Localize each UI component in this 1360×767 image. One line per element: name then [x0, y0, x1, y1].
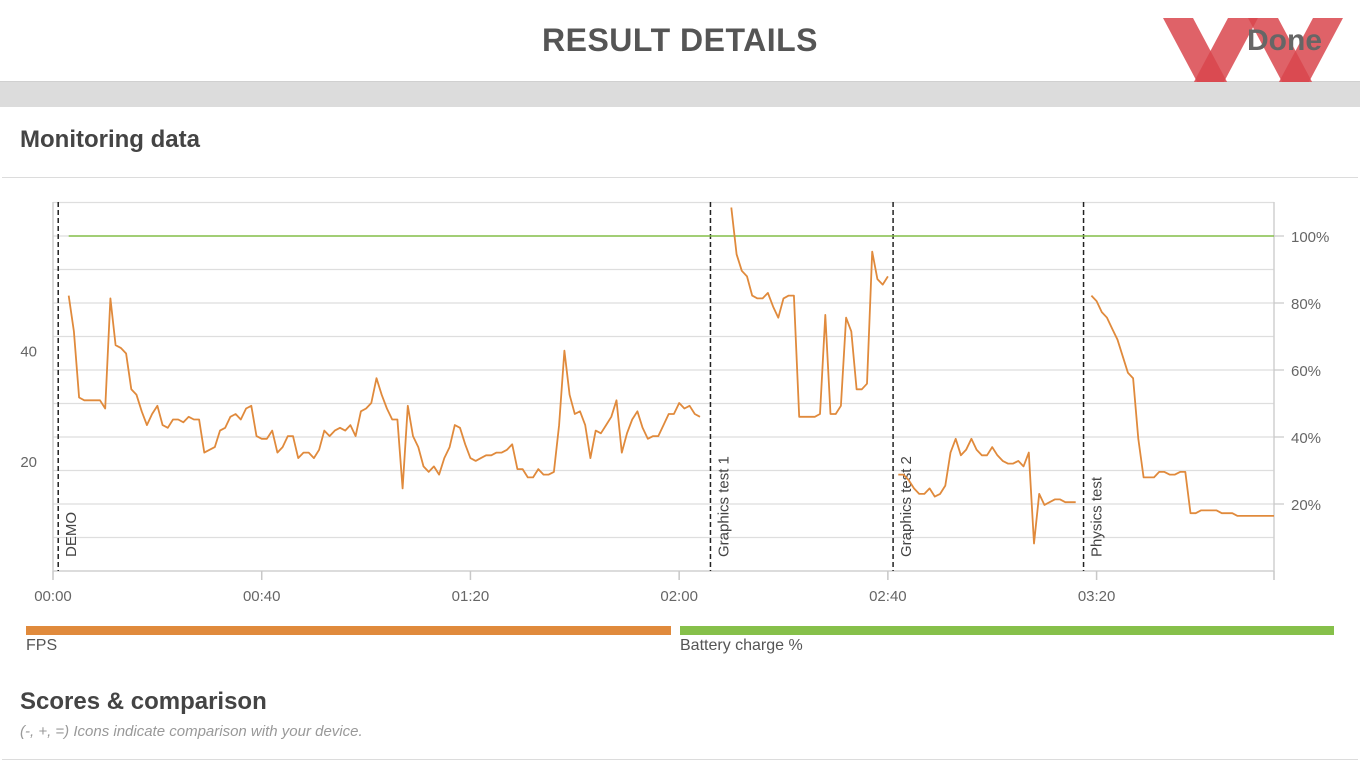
test-marker-label: Physics test [1089, 476, 1106, 557]
y-right-tick-label: 80% [1291, 296, 1321, 313]
x-tick-label: 03:20 [1078, 588, 1116, 605]
y-right-tick-label: 100% [1291, 229, 1329, 246]
x-tick-label: 01:20 [452, 588, 490, 605]
fps-series-line [1090, 294, 1274, 517]
y-right-tick-label: 60% [1291, 363, 1321, 380]
section-divider [2, 759, 1358, 760]
battery-legend-label: Battery charge % [680, 637, 803, 654]
x-tick-label: 00:40 [243, 588, 281, 605]
fps-legend-bar [26, 626, 671, 635]
fps-series-line [898, 437, 1076, 545]
monitoring-section-title: Monitoring data [20, 126, 200, 153]
fps-series-line [67, 295, 701, 490]
test-marker-label: Graphics test 1 [715, 456, 732, 557]
y-right-tick-label: 20% [1291, 497, 1321, 514]
scores-section-title: Scores & comparison [20, 688, 267, 715]
x-tick-label: 02:40 [869, 588, 907, 605]
test-marker-label: DEMO [63, 512, 80, 557]
x-tick-label: 02:00 [660, 588, 698, 605]
battery-legend-bar [680, 626, 1334, 635]
y-left-tick-label: 20 [20, 454, 37, 471]
page-title: RESULT DETAILS [541, 22, 819, 58]
test-marker-label: Graphics test 2 [898, 456, 915, 557]
comparison-note: (-, +, =) Icons indicate comparison with… [20, 723, 363, 740]
done-button[interactable]: Done [1247, 24, 1322, 57]
fps-series-line [730, 207, 889, 418]
x-tick-label: 00:00 [34, 588, 72, 605]
top-bar [0, 0, 1360, 82]
y-right-tick-label: 40% [1291, 430, 1321, 447]
section-divider [2, 177, 1358, 178]
y-left-tick-label: 40 [20, 344, 37, 361]
monitoring-chart: 00:00 00:40 01:20 02:00 02:40 03:20 20 40 20% 40%… [20, 201, 1329, 605]
header-separator [0, 82, 1360, 107]
fps-legend-label: FPS [26, 637, 58, 654]
